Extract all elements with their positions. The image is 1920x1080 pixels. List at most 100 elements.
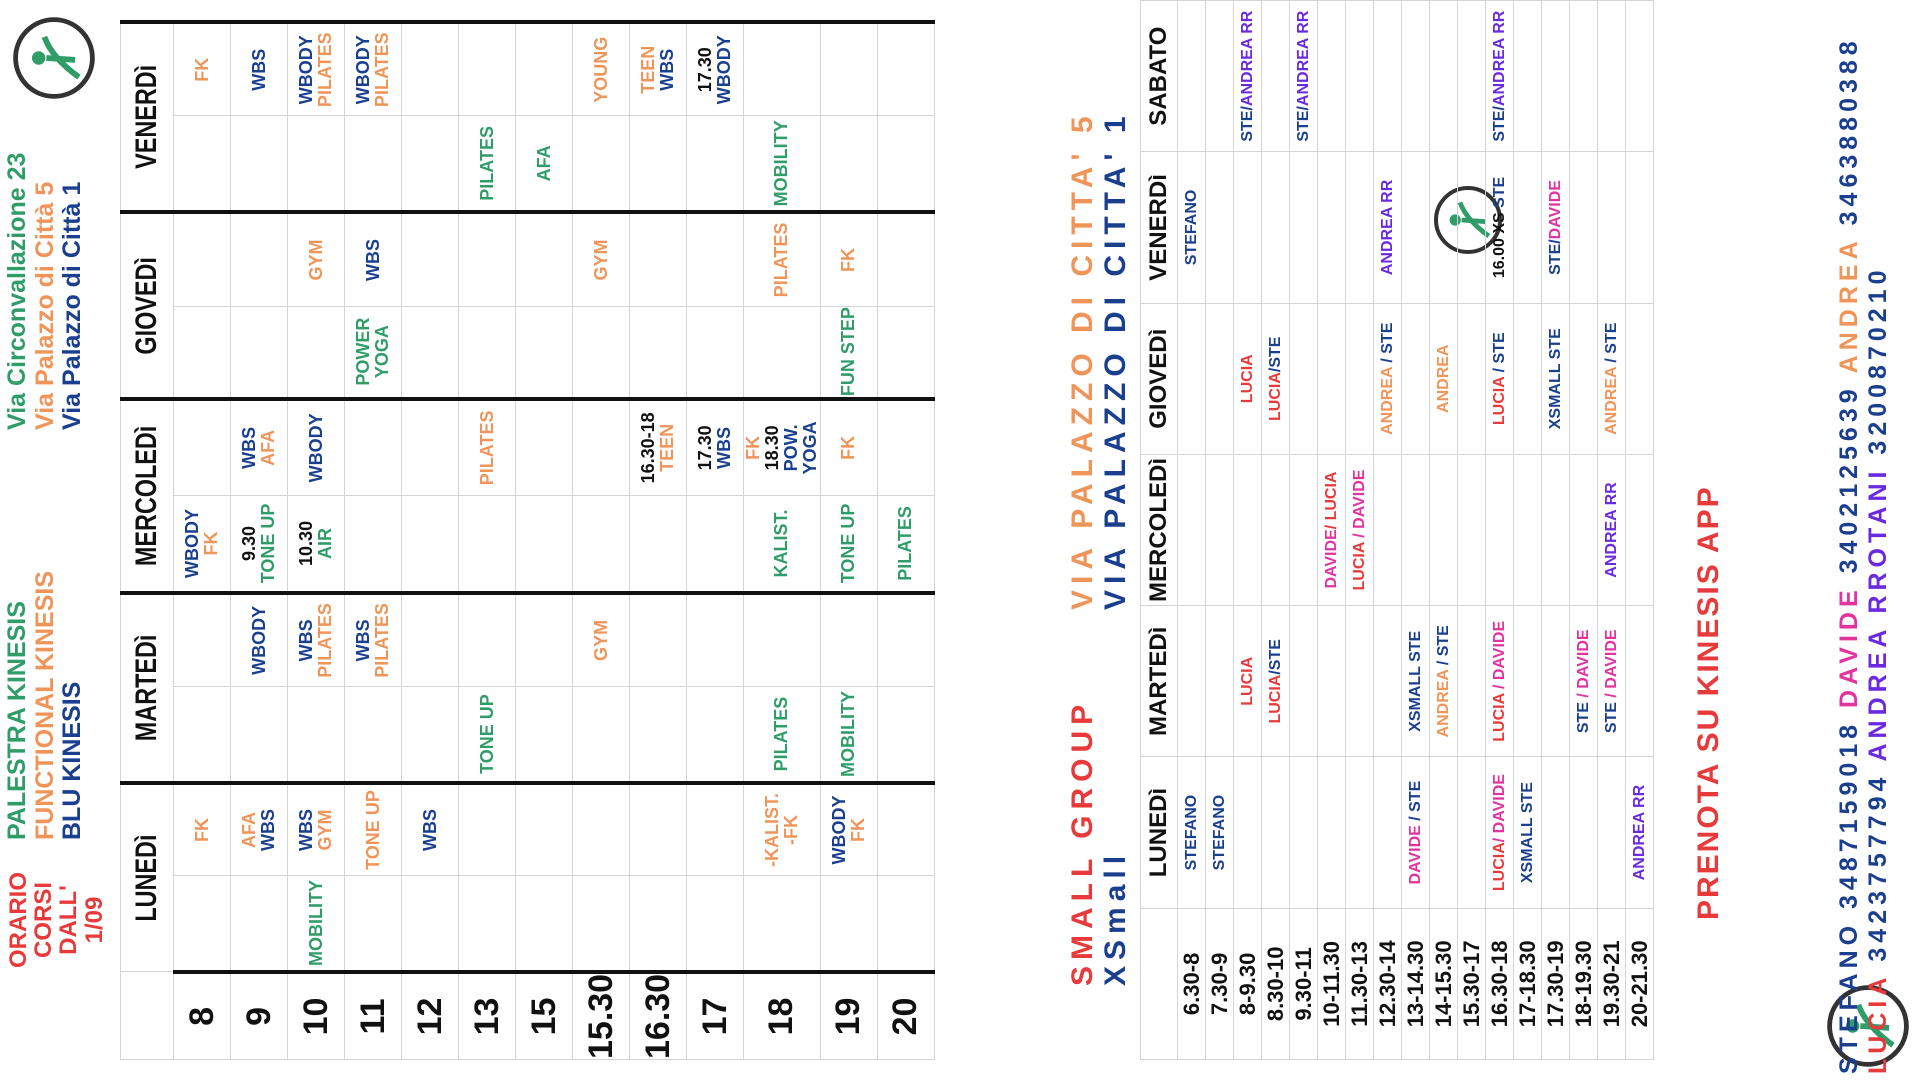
small-group-cell: ANDREA RR — [1625, 756, 1654, 909]
small-group-cell — [1457, 454, 1486, 606]
small-group-cell — [1597, 756, 1626, 909]
small-group-cell — [1317, 605, 1346, 757]
course-cell — [230, 115, 288, 213]
trainer-label: ANDREA — [1434, 344, 1452, 413]
small-group-cell: LUCIA — [1233, 303, 1262, 455]
course-cell: WBS GYM — [287, 782, 345, 876]
small-group-cell: LUCIA / DAVIDE — [1485, 605, 1514, 757]
course-cell — [877, 22, 935, 116]
xsmall-title: XSmall — [1099, 849, 1132, 986]
course-label: WBS — [657, 48, 677, 91]
contact-davide: DAVIDE — [1835, 585, 1863, 708]
course-cell — [230, 306, 288, 399]
course-cell: WBS — [344, 212, 402, 307]
course-label: AIR — [315, 527, 335, 559]
course-cell: 17.30 WBS — [686, 398, 744, 496]
course-cell — [173, 686, 231, 783]
trainer-label: XSMALL STE — [1518, 782, 1536, 884]
small-group-row: 7.30-9 STEFANO — [1205, 0, 1234, 1060]
trainer-label: STE/ — [1490, 106, 1508, 142]
course-label: WBODY — [182, 508, 203, 578]
course-cell — [629, 115, 687, 213]
trainer-label: / DAVIDE — [1490, 620, 1508, 694]
small-group-cell — [1373, 756, 1402, 909]
course-cell — [515, 592, 573, 687]
course-label: 16.30-18 — [638, 412, 659, 484]
course-cell — [515, 875, 573, 972]
small-group-cell: LUCIA/STE — [1261, 605, 1290, 757]
course-label: FK — [743, 435, 764, 460]
trainer-label: LUCIA — [1350, 542, 1368, 591]
small-group-cell: STE / DAVIDE — [1597, 605, 1626, 757]
slot-label: 13-14.30 — [1401, 908, 1430, 1060]
small-group-row: 16.30-18 LUCIA/ DAVIDE LUCIA / DAVIDE LUCIA… — [1485, 0, 1514, 1060]
small-group-header-row: LUNEDì MARTEDì MERCOLEDì GIOVEDì VENERDì SABA… — [1140, 0, 1178, 1060]
small-group-cell — [1233, 756, 1262, 909]
hour-label: 9 — [230, 971, 288, 1060]
course-cell: MOBILITY — [743, 115, 821, 213]
trainer-label: ANDREA — [1378, 367, 1396, 435]
course-cell: MOBILITY — [820, 686, 878, 783]
trainer-label: ANDREA RR — [1490, 10, 1508, 107]
trainer-label: LUCIA — [1266, 674, 1284, 724]
small-group-cell — [1261, 0, 1290, 152]
slot-label: 18-19.30 — [1569, 908, 1598, 1060]
course-cell: 9.30 TONE UP — [230, 495, 288, 593]
course-label: WBODY — [248, 605, 269, 675]
timetable-corner — [120, 971, 174, 1060]
small-group-cell — [1205, 0, 1234, 152]
course-cell — [401, 22, 459, 116]
contacts: STEFANO 3487159018 DAVIDE 3402125639 AND… — [1835, 4, 1893, 1074]
course-label: 17.30 — [695, 47, 716, 93]
trainer-label: ANDREA RR — [1602, 482, 1620, 578]
course-cell — [629, 212, 687, 307]
course-timetable: LUNEDì MARTEDì MERCOLEDì GIOVEDì VENERDì 8 FK W… — [120, 20, 935, 1060]
course-cell — [458, 22, 516, 116]
small-group-row: 10-11.30 DAVIDE/ LUCIA — [1317, 0, 1346, 1060]
timetable-row: 13 TONE UP PILATES PILATES — [458, 22, 516, 1060]
small-group-cell: LUCIA / STE — [1485, 303, 1514, 455]
location-palazzo-5: VIA PALAZZO DI CITTA' 5 — [1066, 110, 1099, 610]
small-group-cell — [1317, 303, 1346, 455]
course-label: WBS — [239, 426, 260, 469]
small-group-row: 9.30-11 STE/ANDREA RR — [1289, 0, 1318, 1060]
course-cell — [401, 592, 459, 687]
small-group-cell — [1401, 303, 1430, 455]
course-label: AFA — [258, 429, 278, 466]
course-cell — [344, 875, 402, 972]
course-label: WBS — [296, 809, 317, 852]
hour-label: 11 — [344, 971, 402, 1060]
course-label: FK — [191, 818, 212, 843]
course-cell — [401, 212, 459, 307]
small-group-cell — [1541, 0, 1570, 152]
course-cell — [877, 115, 935, 213]
contact-stefano: STEFANO — [1835, 920, 1863, 1074]
course-cell — [287, 686, 345, 783]
course-cell: FK — [820, 398, 878, 496]
course-cell — [515, 212, 573, 307]
course-cell — [877, 592, 935, 687]
course-cell: WBS AFA — [230, 398, 288, 496]
small-group-cell — [1177, 0, 1206, 152]
slot-label: 16.30-18 — [1485, 908, 1514, 1060]
trainer-label: DAVIDE — [1546, 180, 1564, 240]
course-cell — [877, 686, 935, 783]
course-label: WBS — [419, 809, 440, 852]
timetable-row: 9 AFA WBS WBODY 9.30 TONE UP WBS AFA WBS — [230, 22, 288, 1060]
course-cell — [686, 115, 744, 213]
course-label: FK — [838, 247, 859, 272]
trainer-label: /STE — [1266, 336, 1284, 373]
course-cell — [743, 22, 821, 116]
small-group-cell — [1401, 151, 1430, 304]
trainer-label: ANDREA RR — [1378, 179, 1396, 276]
timetable-row: 10 MOBILITY WBS GYM WBS PILATES 10.30 AIR WBODY G… — [287, 22, 345, 1060]
small-group-cell — [1457, 151, 1486, 304]
course-label: POWER — [353, 317, 374, 386]
course-cell: MOBILITY — [287, 875, 345, 972]
small-group-cell — [1625, 0, 1654, 152]
course-label: PILATES — [476, 126, 497, 201]
trainer-label: LUCIA — [1238, 354, 1256, 404]
course-cell — [686, 212, 744, 307]
small-group-cell — [1289, 756, 1318, 909]
slot-label: 9.30-11 — [1289, 908, 1318, 1060]
